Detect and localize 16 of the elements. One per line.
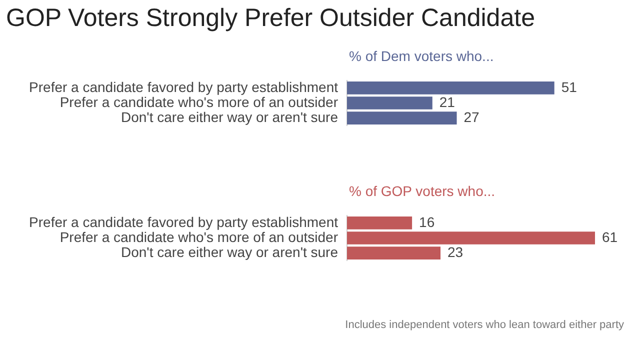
chart-subtitle: % of Dem voters who... (349, 48, 494, 64)
data-label: 23 (448, 244, 464, 260)
y-tick-label: Prefer a candidate favored by party establishment (29, 78, 338, 95)
data-label: 51 (561, 78, 578, 95)
y-tick-label: Prefer a candidate favored by party establishment (29, 214, 338, 230)
text: Includes independent voters who lean toward either party (345, 319, 624, 331)
chart-subtitle: % of GOP voters who... (349, 183, 496, 199)
y-tick-label: Prefer a candidate who's more of an outsider (60, 94, 338, 110)
data-label: 16 (419, 214, 435, 230)
data-label: 61 (602, 228, 618, 245)
y-tick-label: Prefer a candidate who's more of an outsider (60, 228, 338, 245)
data-label: 21 (439, 94, 456, 110)
data-label: 27 (464, 108, 480, 125)
y-tick-label: Don't care either way or aren't sure (121, 108, 338, 125)
chart-title: GOP Voters Strongly Prefer Outsider Candidate (6, 4, 535, 33)
y-tick-label: Don't care either way or aren't sure (121, 244, 338, 260)
